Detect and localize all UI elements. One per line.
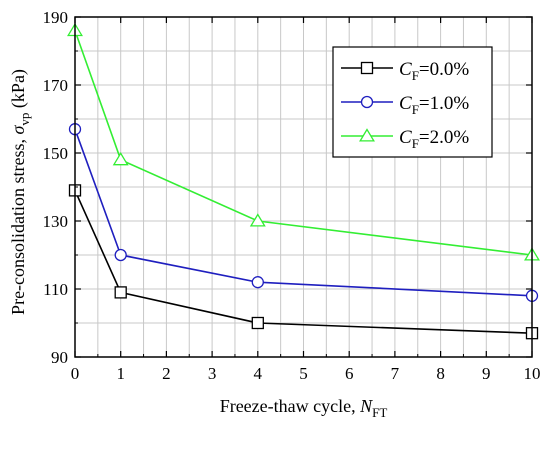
legend-label: CF=0.0%: [399, 59, 469, 83]
y-tick-labels: 90 110 130 150 170 190: [43, 8, 69, 367]
series-1: [68, 123, 539, 302]
series-line: [74, 190, 533, 334]
y-axis-title-text: Pre-consolidation stress,: [8, 134, 28, 314]
x-tick-label: 6: [345, 364, 354, 383]
x-tick-label: 7: [391, 364, 400, 383]
x-tick-label: 1: [116, 364, 125, 383]
data-point: [251, 276, 264, 289]
series-layer: [67, 22, 540, 340]
legend-item: CF=1.0%: [341, 93, 469, 117]
legend-label: CF=2.0%: [399, 127, 469, 151]
data-point: [112, 152, 129, 166]
y-tick-label: 110: [43, 280, 68, 299]
data-point: [114, 286, 127, 299]
data-point: [249, 213, 266, 227]
y-axis-title-var: σ: [8, 124, 28, 134]
y-tick-label: 150: [43, 144, 69, 163]
x-tick-label: 8: [436, 364, 445, 383]
y-tick-label: 170: [43, 76, 69, 95]
data-point: [251, 316, 264, 330]
legend-marker: [360, 61, 374, 75]
x-axis-title: Freeze-thaw cycle, NFT: [220, 396, 388, 420]
y-axis-title-unit: (kPa): [8, 69, 29, 113]
x-tick-label: 9: [482, 364, 491, 383]
x-axis-title-var: N: [359, 396, 373, 416]
x-tick-labels: 0 1 2 3 4 5 6 7 8 9 10: [71, 364, 541, 383]
y-tick-label: 90: [51, 348, 68, 367]
data-point: [114, 248, 127, 262]
legend: CF=0.0% CF=1.0% CF=2.0%: [332, 46, 493, 158]
x-tick-label: 5: [299, 364, 308, 383]
series-line: [74, 30, 533, 256]
axis-ticks: [74, 16, 533, 358]
series-line: [74, 128, 533, 297]
x-tick-label: 10: [524, 364, 541, 383]
legend-marker: [360, 95, 374, 109]
x-tick-label: 4: [254, 364, 263, 383]
legend-item: CF=0.0%: [341, 59, 469, 83]
legend-label: CF=1.0%: [399, 93, 469, 117]
y-tick-label: 190: [43, 8, 69, 27]
x-tick-label: 3: [208, 364, 217, 383]
series-2: [67, 22, 540, 261]
legend-marker: [359, 128, 375, 142]
y-axis-title: Pre-consolidation stress, σvp (kPa): [8, 69, 32, 315]
legend-item: CF=2.0%: [341, 127, 469, 151]
x-tick-label: 2: [162, 364, 171, 383]
y-tick-label: 130: [43, 212, 69, 231]
x-axis-title-text: Freeze-thaw cycle,: [220, 396, 360, 416]
x-tick-label: 0: [71, 364, 80, 383]
x-axis-title-sub: FT: [372, 405, 387, 420]
y-axis-title-sub: vp: [17, 113, 32, 126]
